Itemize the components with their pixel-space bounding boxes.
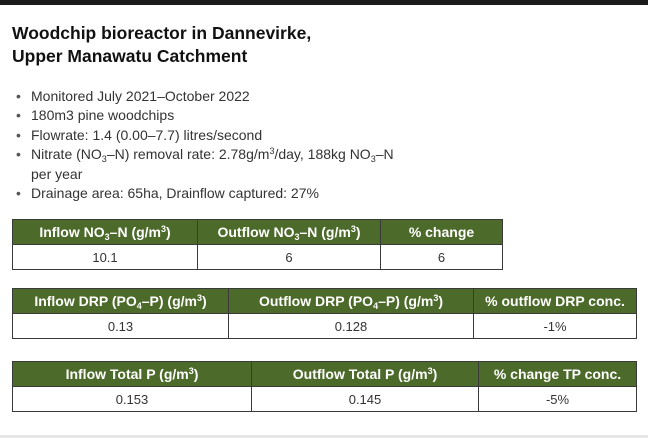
header-superscript: 3 — [188, 366, 194, 376]
header-subscript: 3 — [294, 232, 300, 242]
header-percent-outflow-drp: % outflow DRP conc. — [473, 288, 637, 314]
header-subscript: 4 — [373, 301, 379, 311]
top-divider — [0, 0, 648, 5]
header-text: ) — [432, 366, 438, 382]
cell-percent-change: 6 — [380, 244, 503, 270]
fact-volume-text: 180m3 pine woodchips — [31, 107, 175, 124]
header-text: Inflow Total P (g/m — [65, 366, 189, 382]
header-superscript: 3 — [196, 293, 202, 303]
cell-percent-drp: -1% — [473, 313, 637, 339]
total-p-table: Inflow Total P (g/m3) Outflow Total P (g… — [12, 361, 637, 412]
page-title: Woodchip bioreactor in Dannevirke, Upper… — [12, 22, 612, 68]
header-text: ) — [355, 224, 361, 240]
header-outflow-nitrate: Outflow NO3–N (g/m3) — [197, 219, 381, 245]
header-superscript: 3 — [433, 293, 439, 303]
header-inflow-total-p: Inflow Total P (g/m3) — [12, 361, 252, 387]
fact-drainage-text: Drainage area: 65ha, Drainflow captured:… — [31, 185, 319, 202]
fact-nitrate-superscript: 3 — [269, 146, 275, 157]
table-row: 10.1 6 6 — [12, 244, 503, 270]
header-subscript: 3 — [104, 232, 110, 242]
facts-list: Monitored July 2021–October 2022 180m3 p… — [12, 87, 632, 204]
header-text: –N (g/m — [299, 224, 351, 240]
cell-outflow-drp: 0.128 — [228, 313, 474, 339]
table-row: 0.153 0.145 -5% — [12, 386, 637, 412]
header-superscript: 3 — [161, 224, 167, 234]
fact-nitrate-subscript: 3 — [101, 154, 107, 165]
header-subscript: 4 — [136, 301, 142, 311]
header-outflow-total-p: Outflow Total P (g/m3) — [251, 361, 479, 387]
header-text: –N (g/m — [109, 224, 161, 240]
header-text: ) — [193, 366, 199, 382]
nitrate-table: Inflow NO3–N (g/m3) Outflow NO3–N (g/m3)… — [12, 219, 503, 270]
fact-volume: 180m3 pine woodchips — [12, 106, 632, 126]
fact-monitored-text: Monitored July 2021–October 2022 — [31, 88, 250, 104]
fact-drainage: Drainage area: 65ha, Drainflow captured:… — [12, 184, 632, 204]
cell-percent-tp: -5% — [478, 386, 637, 412]
table-header-row: Inflow DRP (PO4–P) (g/m3) Outflow DRP (P… — [12, 288, 637, 314]
fact-nitrate-subscript: 3 — [370, 154, 376, 165]
bottom-divider — [0, 435, 648, 438]
header-text: Outflow DRP (PO — [258, 293, 374, 309]
header-inflow-drp: Inflow DRP (PO4–P) (g/m3) — [12, 288, 229, 314]
fact-nitrate-part: per year — [31, 165, 83, 182]
table-header-row: Inflow NO3–N (g/m3) Outflow NO3–N (g/m3)… — [12, 219, 503, 245]
table-header-row: Inflow Total P (g/m3) Outflow Total P (g… — [12, 361, 637, 387]
fact-nitrate-part: –N) removal rate: 2.78g/m — [106, 146, 270, 163]
fact-nitrate-part: Nitrate (NO — [31, 146, 102, 163]
header-superscript: 3 — [427, 366, 433, 376]
header-text: –P) (g/m — [378, 293, 434, 309]
drp-table: Inflow DRP (PO4–P) (g/m3) Outflow DRP (P… — [12, 288, 637, 339]
header-text: Inflow DRP (PO — [34, 293, 137, 309]
fact-nitrate: Nitrate (NO3–N) removal rate: 2.78g/m3/d… — [12, 145, 632, 184]
cell-inflow-drp: 0.13 — [12, 313, 229, 339]
header-text: Outflow Total P (g/m — [292, 366, 428, 382]
fact-nitrate-part: –N — [375, 146, 394, 163]
cell-inflow-nitrate: 10.1 — [12, 244, 198, 270]
header-superscript: 3 — [350, 224, 356, 234]
title-line-2: Upper Manawatu Catchment — [12, 46, 248, 66]
header-percent-change: % change — [380, 219, 503, 245]
header-text: ) — [202, 293, 207, 309]
fact-flowrate: Flowrate: 1.4 (0.00–7.7) litres/second — [12, 126, 632, 146]
header-outflow-drp: Outflow DRP (PO4–P) (g/m3) — [228, 288, 474, 314]
header-percent-change-tp: % change TP conc. — [478, 361, 637, 387]
cell-outflow-nitrate: 6 — [197, 244, 381, 270]
cell-inflow-total-p: 0.153 — [12, 386, 252, 412]
fact-flowrate-text: Flowrate: 1.4 (0.00–7.7) litres/second — [31, 126, 263, 143]
header-text: ) — [438, 293, 443, 309]
fact-nitrate-part: /day, 188kg NO — [274, 146, 371, 163]
title-line-1: Woodchip bioreactor in Dannevirke, — [12, 23, 312, 43]
header-text: –P) (g/m — [141, 293, 197, 309]
header-inflow-nitrate: Inflow NO3–N (g/m3) — [12, 219, 198, 245]
table-row: 0.13 0.128 -1% — [12, 313, 637, 339]
header-text: Inflow NO — [39, 224, 105, 240]
fact-monitored: Monitored July 2021–October 2022 — [12, 87, 632, 107]
header-text: ) — [166, 224, 171, 240]
header-text: Outflow NO — [217, 224, 295, 240]
cell-outflow-total-p: 0.145 — [251, 386, 479, 412]
